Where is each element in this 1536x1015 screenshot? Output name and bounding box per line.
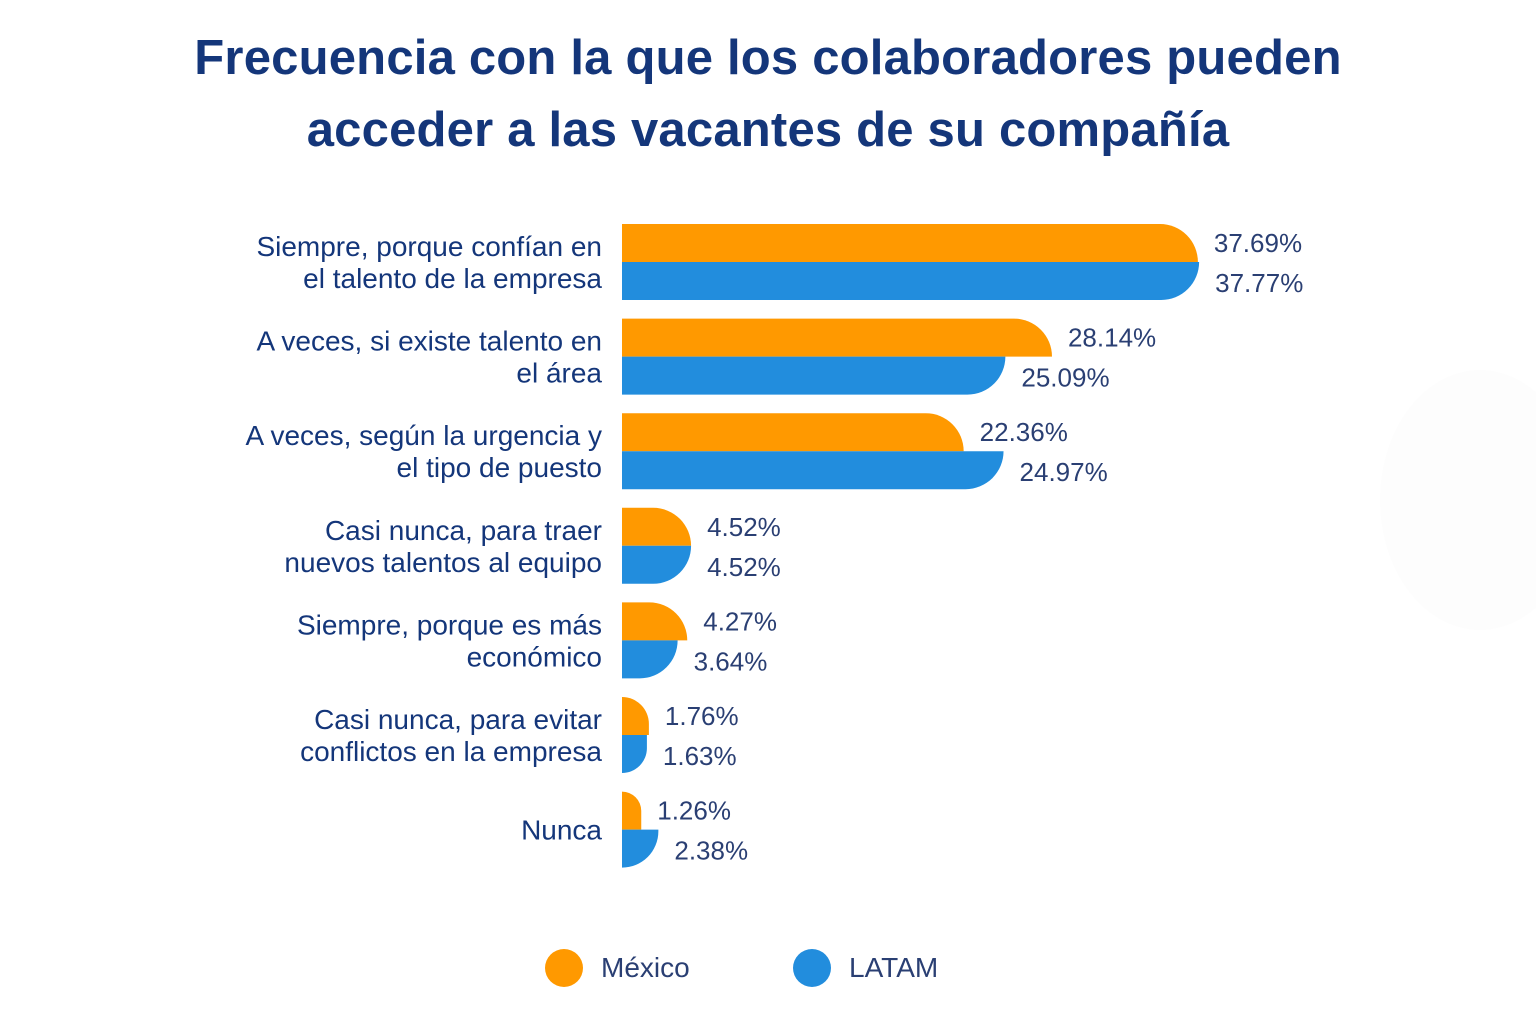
category-label-line: Siempre, porque es más <box>297 609 602 640</box>
legend-label-mexico: México <box>601 952 690 983</box>
legend-item-latam[interactable]: LATAM <box>793 946 938 990</box>
category-label-line: nuevos talentos al equipo <box>284 547 602 578</box>
category-label: Casi nunca, para traer nuevos talentos al… <box>284 515 602 578</box>
value-label-latam: 2.38% <box>674 836 748 866</box>
category-label-line: el tipo de puesto <box>397 452 603 483</box>
bar-latam[interactable] <box>622 735 647 773</box>
bar-mexico[interactable] <box>622 791 642 830</box>
category-label: Siempre, porque es más económico <box>297 609 602 672</box>
chart-title-line-2: acceder a las vacantes de su compañía <box>306 103 1230 157</box>
category-label-line: Siempre, porque confían en <box>256 231 602 262</box>
category-label-line: el área <box>516 358 602 389</box>
value-label-latam: 3.64% <box>694 646 768 676</box>
value-label-mexico: 22.36% <box>980 417 1068 447</box>
bar-latam[interactable] <box>622 451 1004 490</box>
bar-mexico[interactable] <box>622 697 649 735</box>
category-label-line: Casi nunca, para evitar <box>314 704 602 735</box>
bar-group-4: Casi nunca, para traer nuevos talentos al… <box>284 507 781 584</box>
value-label-latam: 37.77% <box>1215 268 1303 298</box>
background-decoration <box>1380 370 1536 630</box>
bar-group-2: A veces, si existe talento en el área 28.1… <box>256 318 1156 395</box>
category-label: A veces, según la urgencia y el tipo de p… <box>246 420 602 483</box>
legend: México LATAM <box>0 946 1536 990</box>
category-label: Casi nunca, para evitar conflictos en la … <box>300 704 602 767</box>
bar-group-3: A veces, según la urgencia y el tipo de p… <box>246 413 1108 490</box>
category-label-line: Nunca <box>521 815 602 846</box>
value-label-mexico: 37.69% <box>1214 228 1302 258</box>
value-label-latam: 25.09% <box>1021 363 1109 393</box>
value-label-latam: 4.52% <box>707 552 781 582</box>
category-label-line: A veces, si existe talento en <box>256 326 602 357</box>
bar-latam[interactable] <box>622 356 1006 395</box>
bar-group-5: Siempre, porque es más económico 4.27% 3.64… <box>297 602 777 679</box>
value-label-latam: 1.63% <box>663 741 737 771</box>
legend-swatch-latam <box>793 949 831 987</box>
category-label-line: económico <box>467 641 602 672</box>
bar-latam[interactable] <box>622 640 678 679</box>
category-label: A veces, si existe talento en el área <box>256 326 602 389</box>
category-label-line: A veces, según la urgencia y <box>246 420 602 451</box>
bar-mexico[interactable] <box>622 224 1198 262</box>
chart-title: Frecuencia con la que los colaboradores … <box>0 22 1536 166</box>
value-label-latam: 24.97% <box>1020 457 1108 487</box>
category-label-line: Casi nunca, para traer <box>325 515 602 546</box>
category-label: Siempre, porque confían en el talento de … <box>256 231 602 294</box>
bar-mexico[interactable] <box>622 318 1052 357</box>
bar-mexico[interactable] <box>622 602 688 641</box>
category-label-line: el talento de la empresa <box>303 263 602 294</box>
bar-latam[interactable] <box>622 262 1200 300</box>
bar-mexico[interactable] <box>622 413 964 452</box>
category-label: Nunca <box>521 815 602 846</box>
value-label-mexico: 1.76% <box>665 701 739 731</box>
bar-latam[interactable] <box>622 545 692 584</box>
bar-mexico[interactable] <box>622 507 692 546</box>
bar-group-6: Casi nunca, para evitar conflictos en la … <box>300 697 739 773</box>
value-label-mexico: 1.26% <box>657 796 731 826</box>
bar-group-7: Nunca 1.26% 2.38% <box>521 791 748 868</box>
category-label-line: conflictos en la empresa <box>300 736 602 767</box>
value-label-mexico: 4.27% <box>703 606 777 636</box>
legend-swatch-mexico <box>545 949 583 987</box>
value-label-mexico: 4.52% <box>707 512 781 542</box>
value-label-mexico: 28.14% <box>1068 323 1156 353</box>
chart-title-line-1: Frecuencia con la que los colaboradores … <box>194 31 1342 85</box>
legend-item-mexico[interactable]: México <box>545 946 690 990</box>
bar-group-1: Siempre, porque confían en el talento de … <box>256 224 1303 300</box>
bar-latam[interactable] <box>622 829 659 868</box>
legend-label-latam: LATAM <box>849 952 939 983</box>
